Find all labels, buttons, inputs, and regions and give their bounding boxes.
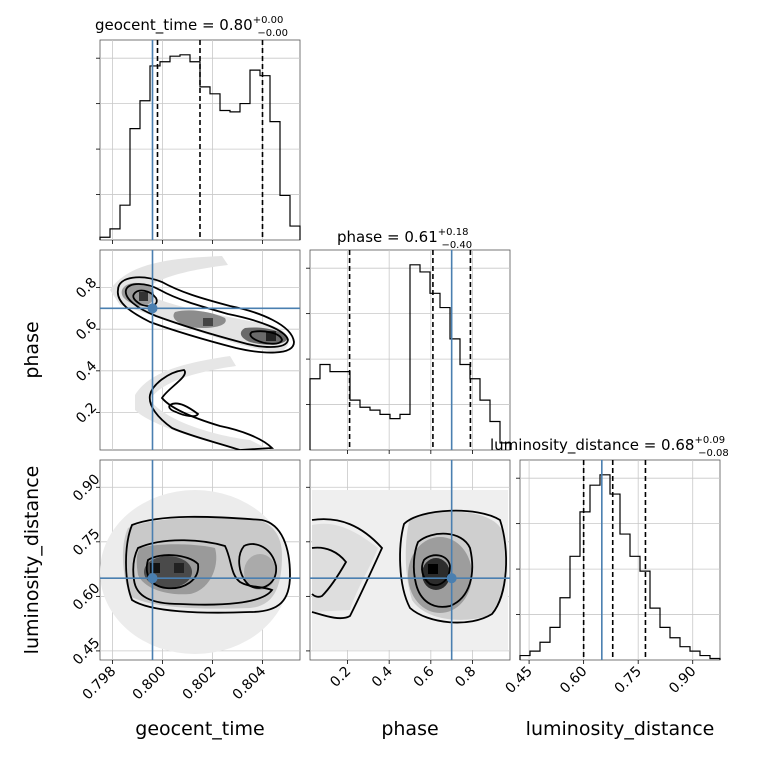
truth-marker-phase-geocent-time bbox=[147, 303, 158, 314]
tick-label-x-luminosity-distance: 0.60 bbox=[557, 664, 590, 697]
tick-label-y-phase: 0.2 bbox=[73, 400, 100, 427]
tick-label-y-luminosity-distance: 0.90 bbox=[70, 471, 103, 504]
truth-marker-luminosity-distance-geocent-time bbox=[147, 573, 158, 584]
panel-phase-vs-geocent-time bbox=[99, 249, 301, 451]
contour-mid-right bbox=[238, 543, 277, 589]
density-level-2-right bbox=[244, 554, 276, 590]
truth-marker-luminosity-distance-phase bbox=[446, 573, 457, 584]
tick-label-x-geocent-time: 0.804 bbox=[230, 663, 270, 703]
panel-luminosity-distance-vs-geocent-time bbox=[99, 459, 301, 661]
tick-label-x-geocent-time: 0.800 bbox=[130, 664, 170, 704]
title-phase: phase = 0.61+0.18 −0.40 bbox=[337, 227, 472, 251]
density-pixel-a bbox=[150, 563, 160, 573]
contour-mid-upper bbox=[124, 283, 289, 348]
tick-label-y-luminosity-distance: 0.75 bbox=[70, 526, 103, 559]
contour-outer-upper bbox=[117, 276, 295, 354]
tick-label-y-phase: 0.8 bbox=[73, 275, 100, 302]
density-pixel-b bbox=[203, 318, 213, 326]
contour-inner-lower bbox=[168, 402, 200, 418]
tick-label-y-luminosity-distance: 0.45 bbox=[70, 635, 103, 668]
ylabel-luminosity-distance: luminosity_distance bbox=[21, 466, 43, 655]
tick-label-x-luminosity-distance: 0.75 bbox=[612, 664, 645, 697]
title-luminosity-distance: luminosity_distance = 0.68+0.09 −0.08 bbox=[490, 435, 729, 459]
tick-label-x-geocent-time: 0.802 bbox=[180, 664, 220, 704]
density-luminosity-distance-geocent-time bbox=[100, 490, 291, 654]
tick-label-x-phase: 0.8 bbox=[452, 664, 479, 691]
tick-label-x-luminosity-distance: 0.45 bbox=[503, 664, 536, 697]
density-pixel-b bbox=[174, 563, 184, 573]
tick-label-x-luminosity-distance: 0.90 bbox=[666, 664, 699, 697]
hist-phase-frame bbox=[309, 249, 511, 451]
contour-mid-left bbox=[311, 546, 348, 598]
density-pixel-a bbox=[428, 564, 438, 574]
xlabel-luminosity-distance: luminosity_distance bbox=[526, 718, 715, 740]
tick-label-x-phase: 0.2 bbox=[327, 664, 354, 691]
histogram-phase bbox=[309, 264, 511, 450]
scatter-cloud-lower-band bbox=[135, 356, 270, 450]
tick-label-y-luminosity-distance: 0.60 bbox=[70, 580, 103, 613]
contour-outer-left bbox=[311, 518, 384, 620]
marks-layer bbox=[99, 40, 721, 660]
contour-inner-right bbox=[249, 330, 283, 345]
title-geocent-time: geocent_time = 0.80+0.00 −0.00 bbox=[95, 15, 288, 39]
histogram-luminosity-distance bbox=[519, 474, 721, 660]
xlabel-geocent-time: geocent_time bbox=[135, 718, 264, 740]
hist-luminosity-distance-frame bbox=[519, 459, 721, 661]
tick-label-y-phase: 0.6 bbox=[73, 316, 100, 343]
density-luminosity-distance-phase bbox=[311, 490, 508, 650]
contour-mid-right bbox=[412, 532, 474, 608]
contour-outer-right bbox=[399, 509, 507, 624]
tick-label-x-geocent-time: 0.798 bbox=[80, 664, 120, 704]
contour-inner-right bbox=[421, 554, 451, 586]
tick-label-x-phase: 0.4 bbox=[369, 663, 396, 690]
tick-label-y-phase: 0.4 bbox=[73, 358, 100, 385]
xlabel-phase: phase bbox=[381, 718, 438, 740]
contour-mid bbox=[132, 539, 274, 606]
contour-outer bbox=[125, 515, 291, 614]
contour-outer-lower bbox=[148, 369, 275, 450]
panel-luminosity-distance-vs-phase bbox=[309, 459, 511, 661]
tick-label-x-phase: 0.6 bbox=[411, 663, 438, 690]
density-phase-geocent-time bbox=[110, 256, 295, 450]
density-pixel-a bbox=[139, 292, 148, 301]
ylabel-phase: phase bbox=[21, 321, 43, 378]
density-pixel-c bbox=[266, 331, 276, 341]
